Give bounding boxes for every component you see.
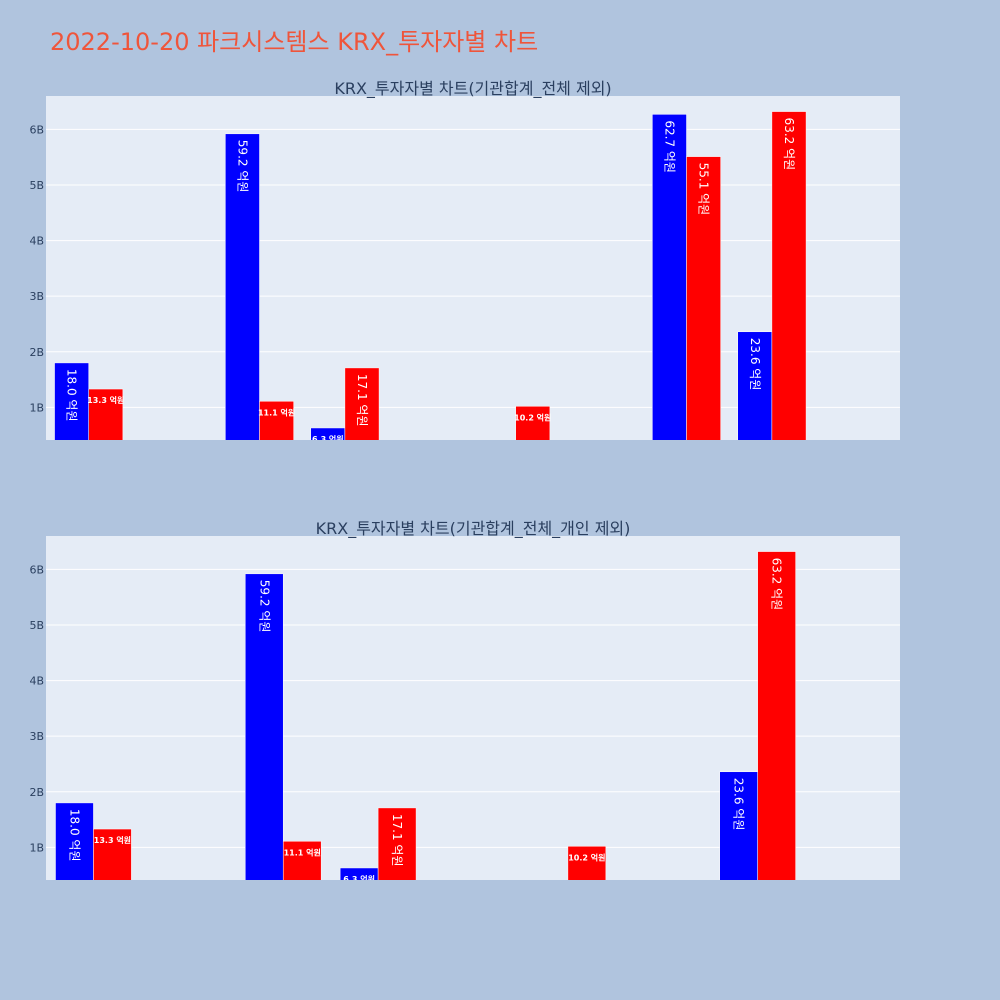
data-label: 23.6 억원 <box>732 778 746 831</box>
data-label: 6.3 억원 <box>312 434 344 440</box>
bar-red <box>282 841 322 880</box>
bar-blue <box>737 331 773 440</box>
bar-red <box>93 828 132 880</box>
y-tick-label: 4B <box>29 675 44 688</box>
y-tick-label: 2B <box>29 786 44 799</box>
y-tick-label: 1B <box>29 841 44 854</box>
data-label: 11.1 억원 <box>258 407 295 417</box>
data-label: 59.2 억원 <box>235 140 249 193</box>
data-label: 10.2 억원 <box>568 852 605 862</box>
bar-blue <box>54 362 89 440</box>
data-label: 63.2 억원 <box>782 118 796 171</box>
y-tick-label: 3B <box>29 730 44 743</box>
y-tick-label: 5B <box>29 619 44 632</box>
bar-red <box>757 551 796 880</box>
data-label: 6.3 억원 <box>343 874 375 880</box>
data-label: 59.2 억원 <box>257 580 271 633</box>
bar-chart-bottom: KRX_투자자별 차트(기관합계_전체_개인 제외)01B2B3B4B5B6B금… <box>29 519 900 880</box>
data-label: 13.3 억원 <box>94 835 131 845</box>
data-label: 10.2 억원 <box>514 412 551 422</box>
chart-title: KRX_투자자별 차트(기관합계_전체 제외) <box>334 79 611 99</box>
y-tick-label: 6B <box>29 563 44 576</box>
bar-red <box>515 406 551 440</box>
data-label: 17.1 억원 <box>390 814 404 867</box>
bar-red <box>344 367 380 440</box>
bar-blue <box>55 802 94 880</box>
page-title: 2022-10-20 파크시스템스 KRX_투자자별 차트 <box>50 28 539 56</box>
data-label: 18.0 억원 <box>67 809 81 862</box>
bar-red <box>686 156 721 440</box>
bar-red <box>377 807 417 880</box>
data-label: 63.2 억원 <box>770 558 784 611</box>
bar-blue <box>310 427 346 440</box>
data-label: 18.0 억원 <box>65 369 79 422</box>
y-tick-label: 2B <box>29 346 44 359</box>
bar-blue <box>245 573 284 880</box>
bar-red <box>771 111 807 440</box>
data-label: 11.1 억원 <box>284 847 321 857</box>
bar-blue <box>652 114 687 440</box>
data-label: 23.6 억원 <box>748 338 762 391</box>
bar-red <box>259 401 294 440</box>
bar-blue <box>339 867 379 880</box>
y-tick-label: 3B <box>29 290 44 303</box>
y-tick-label: 6B <box>29 123 44 136</box>
bar-chart-top: KRX_투자자별 차트(기관합계_전체 제외)01B2B3B4B5B6B금융투자… <box>29 79 900 440</box>
data-label: 62.7 억원 <box>662 120 676 173</box>
bar-red <box>88 388 124 440</box>
y-tick-label: 5B <box>29 179 44 192</box>
chart-title: KRX_투자자별 차트(기관합계_전체_개인 제외) <box>316 519 631 539</box>
y-tick-label: 1B <box>29 401 44 414</box>
data-label: 13.3 억원 <box>87 395 124 405</box>
data-label: 55.1 억원 <box>697 163 711 216</box>
bar-blue <box>225 133 260 440</box>
data-label: 17.1 억원 <box>355 374 369 427</box>
bar-red <box>567 846 607 880</box>
y-tick-label: 4B <box>29 235 44 248</box>
